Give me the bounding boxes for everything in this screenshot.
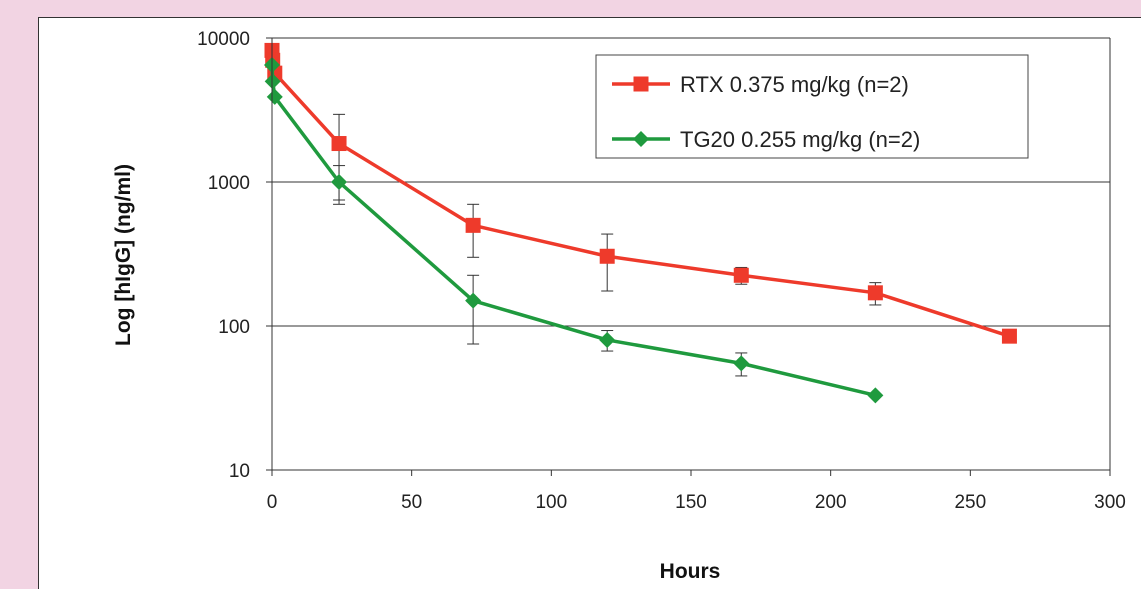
tg20-data-point (599, 331, 616, 348)
tg20-data-point (867, 387, 884, 404)
x-axis-label: Hours (660, 560, 721, 583)
x-tick-label: 200 (815, 492, 847, 513)
tg20-data-point (331, 174, 348, 190)
rtx-data-point (867, 285, 883, 301)
rtx-data-point (465, 217, 481, 233)
tg20-data-point (733, 355, 750, 372)
y-tick-label: 100 (218, 317, 250, 338)
legend-label-rtx: RTX 0.375 mg/kg (n=2) (680, 72, 909, 97)
y-axis-label: Log [hIgG] (ng/ml) (112, 164, 135, 346)
legend-marker-rtx (633, 76, 649, 92)
y-tick-label: 10 (229, 461, 250, 482)
tg20-data-point (264, 73, 281, 90)
x-tick-label: 300 (1094, 492, 1126, 513)
x-tick-label: 0 (267, 492, 278, 513)
y-tick-label: 1000 (208, 173, 250, 194)
axes (266, 37, 1111, 476)
rtx-data-point (331, 136, 347, 152)
legend-label-tg20: TG20 0.255 mg/kg (n=2) (680, 127, 920, 152)
rtx-data-point (1001, 328, 1017, 344)
x-tick-label: 150 (675, 492, 707, 513)
x-tick-label: 250 (954, 492, 986, 513)
legend: RTX 0.375 mg/kg (n=2) TG20 0.255 mg/kg (n… (595, 54, 1029, 159)
y-tick-label: 10000 (197, 29, 250, 50)
rtx-data-point (733, 267, 749, 283)
tg20-data-point (465, 292, 482, 309)
rtx-data-point (599, 248, 615, 264)
series (264, 42, 1017, 404)
tick-labels: 10 100 1000 10000 0 50 100 150 200 250 300 (197, 29, 1126, 513)
tg20-data-point (266, 88, 283, 105)
legend-marker-tg20 (633, 131, 649, 147)
gridlines (272, 37, 1110, 327)
x-tick-label: 100 (535, 492, 567, 513)
legend-box (595, 54, 1029, 159)
x-tick-label: 50 (401, 492, 422, 513)
